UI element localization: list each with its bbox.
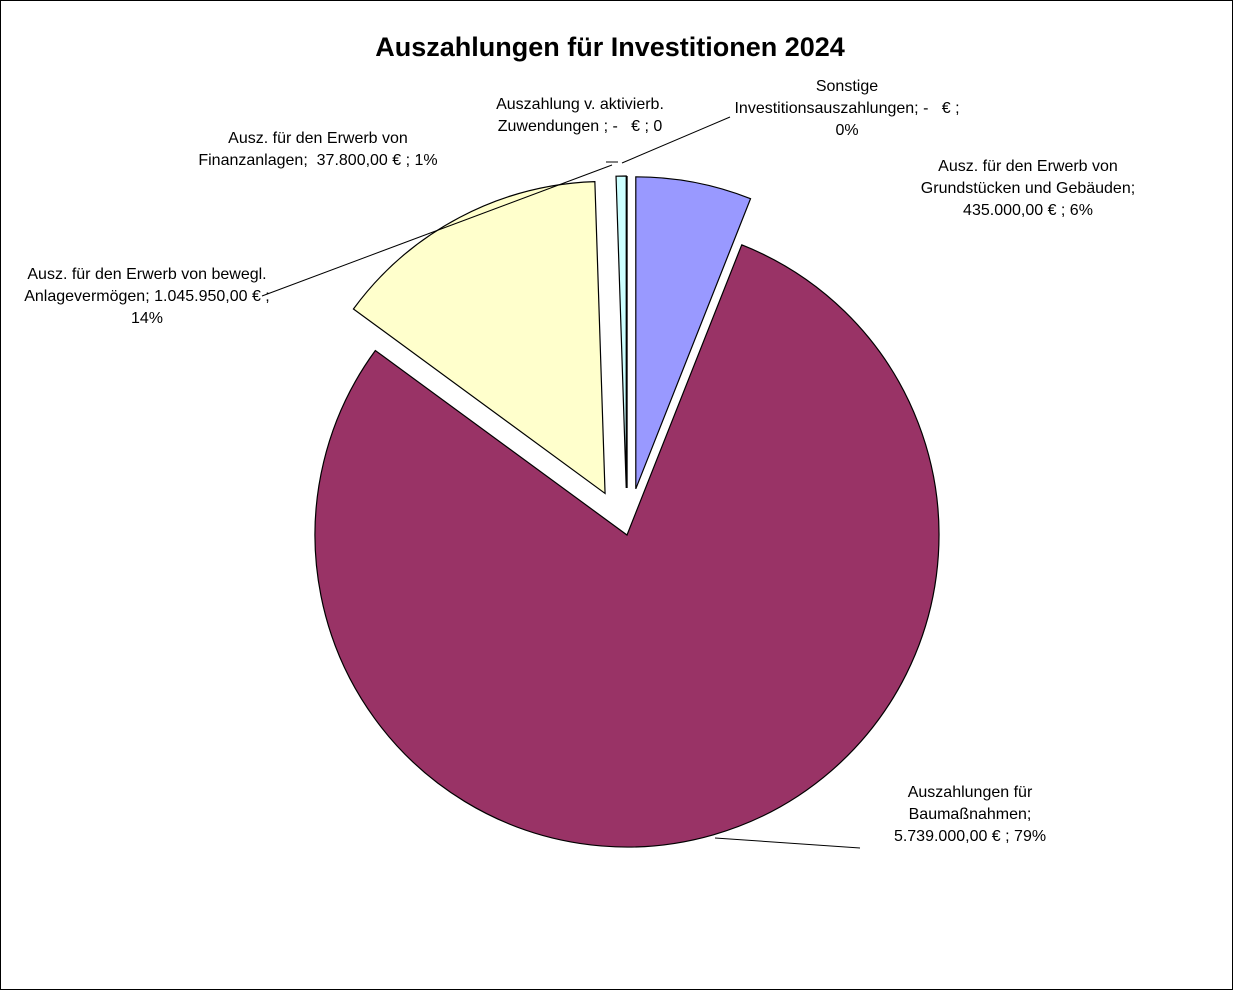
leader-line — [621, 116, 731, 164]
chart-title: Auszahlungen für Investitionen 2024 — [375, 32, 845, 62]
category-label: Auszahlung v. aktivierb. Zuwendungen — [496, 96, 664, 135]
value-label: ; - € ; 0 — [599, 118, 663, 135]
category-label: Ausz. für den Erwerb von Finanzanlagen — [198, 130, 408, 169]
data-label: Ausz. für den Erwerb von Grundstücken un… — [908, 156, 1148, 222]
value-label: ; 5.739.000,00 € ; 79% — [893, 806, 1047, 845]
value-label: ; 37.800,00 € ; 1% — [303, 152, 438, 169]
data-label: Auszahlung v. aktivierb. Zuwendungen ; -… — [465, 94, 695, 138]
category-label: Sonstige Investitionsauszahlungen — [734, 78, 915, 117]
value-label: ; 1.045.950,00 € ; 14% — [130, 288, 275, 327]
value-label: ; - € ; 0% — [835, 100, 964, 139]
category-label: Auszahlungen für Baumaßnahmen — [907, 784, 1033, 823]
data-label: Ausz. für den Erwerb von Finanzanlagen; … — [187, 128, 449, 172]
pie-slice — [635, 176, 752, 490]
value-label: ; 435.000,00 € ; 6% — [963, 180, 1145, 219]
data-label: Auszahlungen für Baumaßnahmen; 5.739.000… — [875, 782, 1065, 848]
leader-line — [261, 164, 613, 297]
pie-slice — [615, 175, 627, 489]
category-label: Ausz. für den Erwerb von bewegl. Anlagev… — [24, 266, 267, 305]
pie-slice — [352, 180, 606, 495]
category-label: Ausz. für den Erwerb von Grundstücken un… — [920, 158, 1131, 197]
pie-slice — [314, 244, 940, 848]
data-label: Ausz. für den Erwerb von bewegl. Anlagev… — [22, 264, 272, 330]
leader-line — [714, 837, 861, 849]
data-label: Sonstige Investitionsauszahlungen; - € ;… — [722, 76, 972, 142]
